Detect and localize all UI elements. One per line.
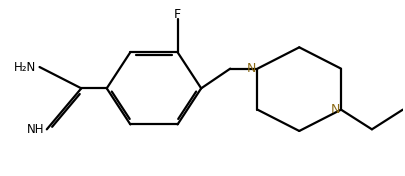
Text: F: F — [174, 8, 181, 21]
Text: H₂N: H₂N — [14, 61, 36, 74]
Text: N: N — [247, 62, 256, 75]
Text: NH: NH — [27, 123, 45, 136]
Text: N: N — [330, 103, 339, 116]
